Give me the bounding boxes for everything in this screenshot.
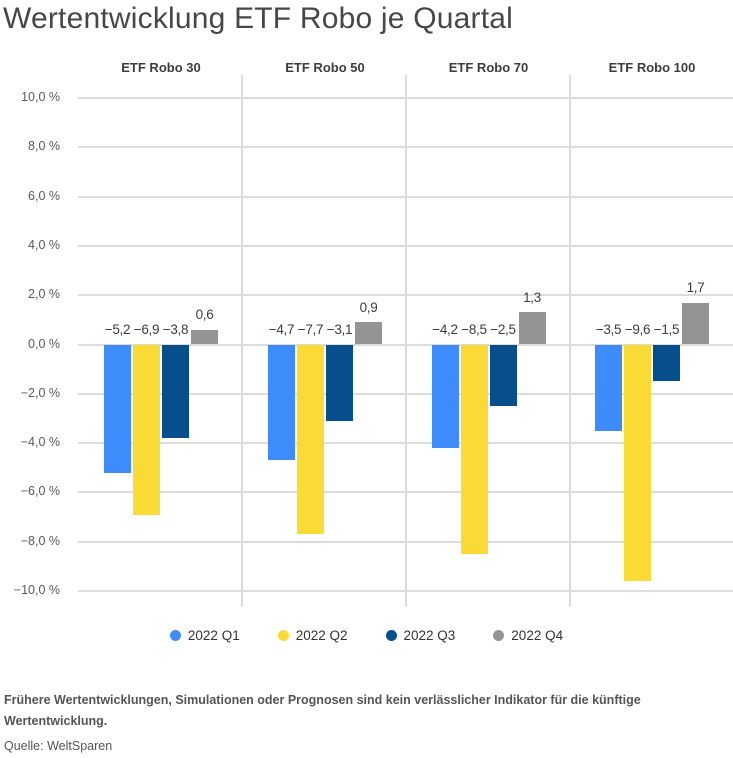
bar-2022-q3 <box>489 344 517 407</box>
bar-value-label: −5,2 <box>104 322 131 337</box>
legend-item: 2022 Q4 <box>493 628 563 643</box>
panel-separator <box>241 75 243 607</box>
bar-value-label: −7,7 <box>297 322 324 337</box>
bar-2022-q1 <box>431 344 459 449</box>
bar-2022-q2 <box>133 344 160 515</box>
bar-value-label: −2,5 <box>490 322 516 337</box>
bar-value-label: 0,6 <box>195 307 214 323</box>
panel-header: ETF Robo 100 <box>608 60 696 75</box>
y-axis-tick-label: 4,0 % <box>28 237 60 252</box>
legend-dot-icon <box>493 630 505 641</box>
legend-item: 2022 Q2 <box>277 628 348 643</box>
panel-header: ETF Robo 50 <box>285 60 365 75</box>
y-axis-tick-label: −2,0 % <box>20 385 60 400</box>
bar-2022-q1 <box>104 344 131 473</box>
source-text: Quelle: WeltSparen <box>4 739 113 753</box>
y-axis-tick-label: −4,0 % <box>20 435 60 450</box>
bar-value-label: 0,9 <box>359 299 378 315</box>
y-axis-tick-label: −6,0 % <box>20 484 60 499</box>
bar-2022-q2 <box>460 344 488 555</box>
bar-2022-q3 <box>326 344 353 421</box>
legend-dot-icon <box>169 630 181 641</box>
bar-value-label: 1,7 <box>686 280 705 296</box>
legend-label: 2022 Q1 <box>187 628 240 643</box>
bar-2022-q2 <box>297 344 324 535</box>
legend-dot-icon <box>385 630 397 641</box>
legend: 2022 Q1 2022 Q2 2022 Q3 2022 Q4 <box>0 628 733 643</box>
bar-value-label: −4,7 <box>268 322 295 337</box>
y-axis-tick-label: 2,0 % <box>28 287 60 302</box>
legend-item: 2022 Q3 <box>385 628 456 643</box>
bar-2022-q1 <box>595 344 622 431</box>
bar-2022-q3 <box>653 344 680 382</box>
bar-value-label: −4,2 <box>432 322 458 337</box>
bar-value-label: 1,3 <box>523 289 541 305</box>
legend-label: 2022 Q3 <box>403 628 456 643</box>
bar-2022-q2 <box>624 344 651 582</box>
panel-separator <box>405 75 407 607</box>
panel-header: ETF Robo 30 <box>121 60 201 75</box>
bar-value-label: −3,5 <box>595 322 622 337</box>
y-axis-tick-label: 6,0 % <box>28 188 60 203</box>
y-axis-tick-label: −8,0 % <box>20 533 60 548</box>
bar-2022-q4 <box>518 312 546 345</box>
legend-label: 2022 Q4 <box>511 628 564 643</box>
legend-label: 2022 Q2 <box>295 628 348 643</box>
legend-item: 2022 Q1 <box>169 628 240 643</box>
bar-2022-q4 <box>191 329 218 345</box>
y-axis-tick-label: 0,0 % <box>28 336 60 351</box>
bar-value-label: −9,6 <box>624 322 651 337</box>
bar-value-label: −3,1 <box>326 322 353 337</box>
bar-2022-q4 <box>355 322 382 345</box>
y-axis-tick-label: −10,0 % <box>13 583 60 597</box>
bar-2022-q4 <box>682 302 709 345</box>
y-axis-tick-label: 8,0 % <box>28 139 60 154</box>
bar-2022-q1 <box>268 344 295 461</box>
bar-value-label: −1,5 <box>653 322 680 337</box>
bar-2022-q3 <box>162 344 189 439</box>
bar-value-label: −6,9 <box>133 322 160 337</box>
y-axis-tick-label: 10,0 % <box>21 90 60 104</box>
panel-header: ETF Robo 70 <box>448 60 529 75</box>
chart-title: Wertentwicklung ETF Robo je Quartal <box>3 2 513 35</box>
disclaimer-text: Frühere Wertentwicklungen, Simulationen … <box>4 693 641 728</box>
bar-value-label: −3,8 <box>162 322 189 337</box>
legend-dot-icon <box>277 630 289 641</box>
panel-separator <box>569 75 571 607</box>
bar-value-label: −8,5 <box>461 322 487 337</box>
